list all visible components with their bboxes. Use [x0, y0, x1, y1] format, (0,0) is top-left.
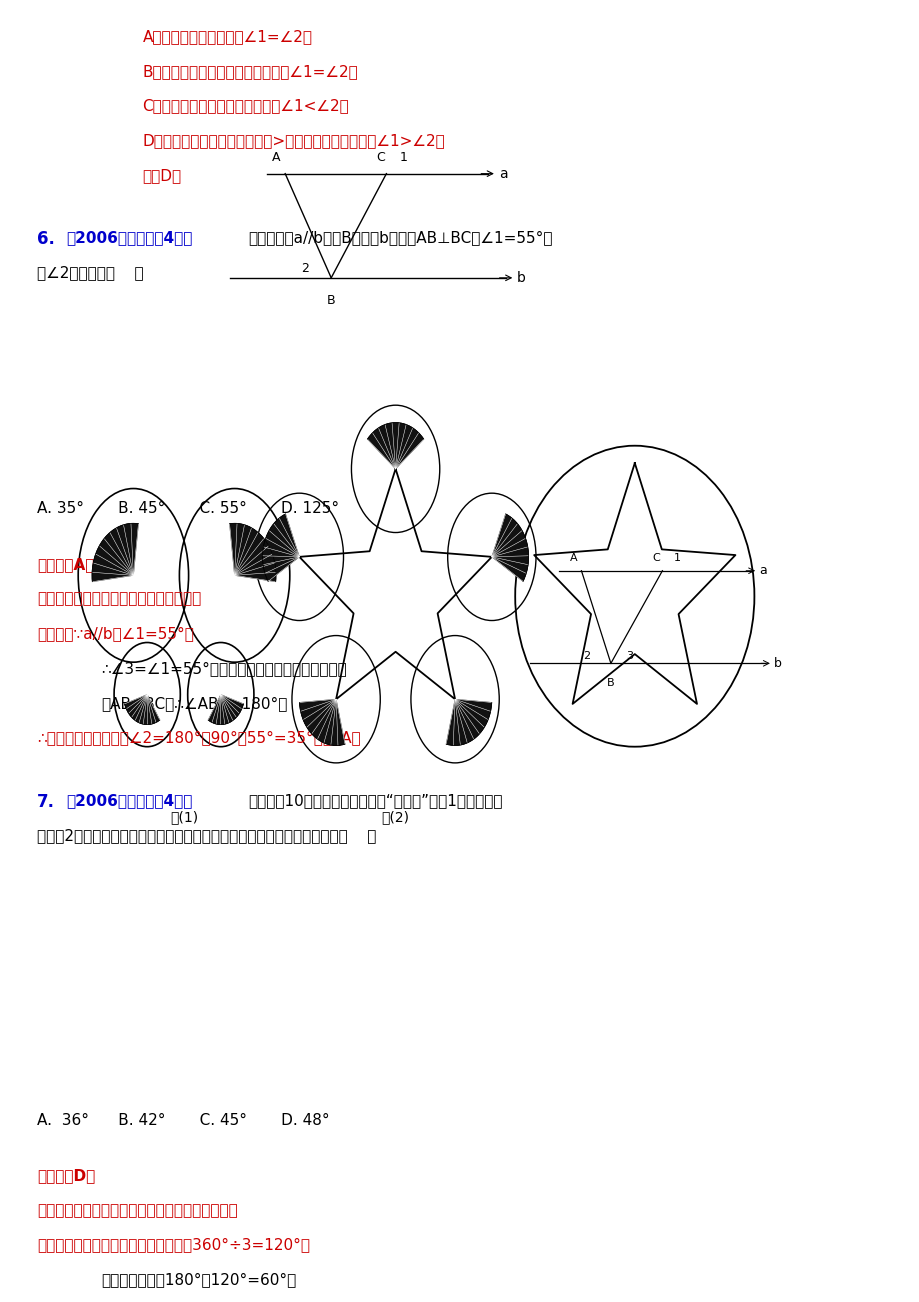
- Text: A: A: [570, 552, 577, 562]
- Text: B: B: [326, 294, 335, 307]
- Text: a: a: [759, 564, 766, 577]
- Text: 1: 1: [673, 552, 680, 562]
- Text: 图(2): 图(2): [381, 810, 409, 824]
- Text: 【分析】∵a//b，∠1=55°，: 【分析】∵a//b，∠1=55°，: [37, 626, 194, 642]
- Text: （2006安徽省课朁4分）: （2006安徽省课朁4分）: [66, 230, 192, 245]
- Text: 【考点】多边形内角和定理，等腰三角形的性质。: 【考点】多边形内角和定理，等腰三角形的性质。: [37, 1203, 237, 1217]
- Text: A: A: [272, 151, 280, 164]
- Text: 1: 1: [399, 151, 407, 164]
- Text: C: C: [375, 151, 384, 164]
- Text: 【分析】如图，折扇的顶角的度数是：360°÷3=120°，: 【分析】如图，折扇的顶角的度数是：360°÷3=120°，: [37, 1238, 310, 1253]
- Text: ∴∠3=∠1=55°（两条直线平行，同位角相等）。: ∴∠3=∠1=55°（两条直线平行，同位角相等）。: [101, 661, 346, 676]
- Text: C: C: [652, 552, 660, 562]
- Text: B: B: [607, 678, 614, 689]
- Wedge shape: [299, 699, 345, 746]
- Wedge shape: [367, 423, 424, 469]
- Text: 又AB⊥BC，∴∠ABC=180°。: 又AB⊥BC，∴∠ABC=180°。: [101, 695, 288, 711]
- Text: 如图，直线a//b，点B在直线b上，且AB⊥BC，∠1=55°，: 如图，直线a//b，点B在直线b上，且AB⊥BC，∠1=55°，: [248, 230, 552, 245]
- Text: 6.: 6.: [37, 230, 54, 249]
- Text: A、根据对顶角相等，得∠1=∠2；: A、根据对顶角相等，得∠1=∠2；: [142, 29, 312, 44]
- Text: 两底角的和是：180°－120°=60°，: 两底角的和是：180°－120°=60°，: [101, 1272, 296, 1288]
- Text: 2: 2: [301, 262, 309, 275]
- Wedge shape: [766, 1181, 805, 1213]
- Text: 【考点】平行线的的性质，平角的定义。: 【考点】平行线的的性质，平角的定义。: [37, 591, 201, 607]
- Wedge shape: [124, 694, 160, 725]
- Wedge shape: [92, 523, 138, 582]
- Text: A.  36°      B. 42°       C. 45°       D. 48°: A. 36° B. 42° C. 45° D. 48°: [37, 1112, 329, 1128]
- Wedge shape: [695, 1243, 720, 1289]
- Text: ∴根据平角的定义，得∠2=180°－90°－55°=35°。故选A。: ∴根据平角的定义，得∠2=180°－90°－55°=35°。故选A。: [37, 730, 360, 746]
- Wedge shape: [230, 523, 276, 582]
- Wedge shape: [492, 514, 528, 582]
- Text: 则∠2的度数为【    】: 则∠2的度数为【 】: [37, 266, 143, 280]
- Text: D、由于三角形的任何一个外角>和它不相邻的内角，故∠1>∠2。: D、由于三角形的任何一个外角>和它不相邻的内角，故∠1>∠2。: [142, 133, 445, 148]
- Wedge shape: [208, 694, 244, 725]
- Text: 7.: 7.: [37, 793, 55, 811]
- Text: 2: 2: [583, 651, 590, 661]
- Text: C、直角三角形中，直角最大，则∠1<∠2；: C、直角三角形中，直角最大，则∠1<∠2；: [142, 99, 349, 113]
- Text: a: a: [498, 167, 506, 181]
- Text: 3: 3: [625, 651, 632, 661]
- Text: 案（图2）（图中的折扇无重叠），则梅花图案中的五角星的五个锐角均为【    】: 案（图2）（图中的折扇无重叠），则梅花图案中的五角星的五个锐角均为【 】: [37, 828, 376, 842]
- Text: b: b: [774, 656, 781, 669]
- Text: （2006安徽省课朁4分）: （2006安徽省课朁4分）: [66, 793, 192, 809]
- Text: 【答案】A。: 【答案】A。: [37, 557, 94, 572]
- Text: b: b: [516, 271, 526, 285]
- Text: 如图是甗10把相同的折扇组成的“蝶恋花”（图1）和梅花图: 如图是甗10把相同的折扇组成的“蝶恋花”（图1）和梅花图: [248, 793, 503, 809]
- Text: 【答案】D。: 【答案】D。: [37, 1168, 95, 1184]
- Text: 图(1): 图(1): [170, 810, 198, 824]
- Text: B、根据同弧所对的圆周角相等，得∠1=∠2；: B、根据同弧所对的圆周角相等，得∠1=∠2；: [142, 64, 358, 78]
- Text: 故选D。: 故选D。: [142, 168, 182, 182]
- Text: A. 35°       B. 45°       C. 55°       D. 125°: A. 35° B. 45° C. 55° D. 125°: [37, 501, 338, 517]
- Wedge shape: [446, 699, 492, 746]
- Wedge shape: [262, 514, 299, 582]
- Wedge shape: [851, 1243, 877, 1289]
- Wedge shape: [641, 1271, 700, 1302]
